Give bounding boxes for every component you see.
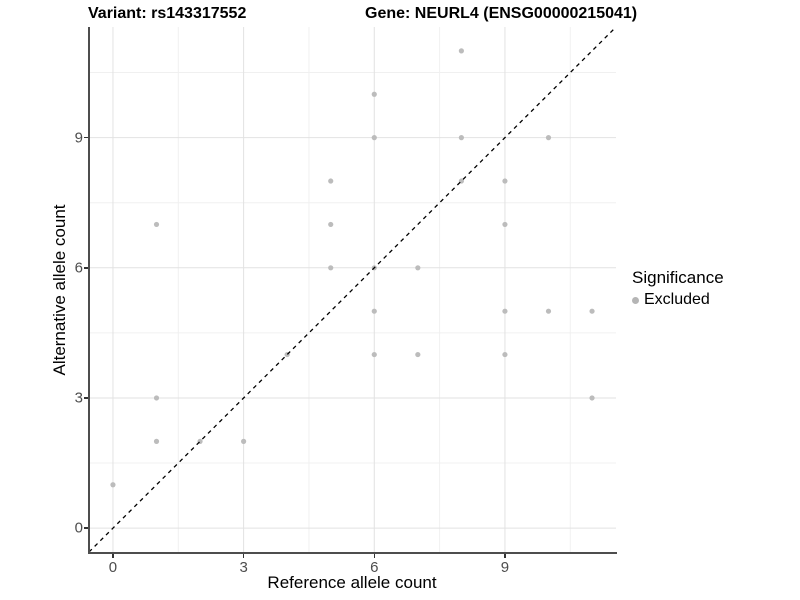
variant-title: Variant: rs143317552: [88, 5, 247, 22]
scatter-point: [502, 308, 508, 314]
gene-title: Gene: NEURL4 (ENSG00000215041): [365, 5, 638, 22]
scatter-point: [415, 351, 421, 358]
scatter-point: [415, 265, 421, 271]
scatter-point: [371, 135, 377, 141]
scatter-point: [371, 308, 377, 314]
tick-mark: [84, 527, 88, 529]
y-axis-line: [88, 27, 90, 553]
x-tick-label-3: 9: [500, 559, 510, 576]
y-axis-title: Alternative allele count: [50, 204, 69, 376]
x-axis-line: [88, 552, 617, 554]
y-tick-label-1: 3: [74, 389, 83, 407]
identity-line: [89, 27, 616, 552]
scatter-point: [153, 221, 160, 228]
scatter-point: [153, 438, 160, 444]
scatter-point: [371, 91, 377, 97]
scatter-point: [458, 48, 464, 54]
scatter-point: [371, 351, 377, 358]
scatter-point: [502, 351, 508, 358]
x-tick-label-2: 6: [370, 559, 379, 576]
x-tick-label-1: 3: [239, 559, 248, 576]
plot-panel: [89, 27, 616, 552]
y-tick-label-3: 9: [74, 129, 83, 147]
legend: Significance Excluded: [632, 268, 724, 309]
scatter-point: [153, 395, 160, 401]
tick-mark: [84, 136, 88, 139]
tick-mark: [84, 267, 88, 269]
y-tick-label-0: 0: [74, 519, 83, 537]
scatter-point: [328, 221, 334, 228]
scatter-point: [328, 265, 334, 271]
legend-item-excluded: Excluded: [632, 291, 724, 309]
tick-mark: [112, 554, 114, 558]
y-tick-label-2: 6: [74, 259, 83, 277]
scatter-point: [502, 221, 508, 228]
scatter-point: [589, 308, 595, 314]
legend-item-label: Excluded: [644, 291, 710, 308]
scatter-point: [502, 178, 508, 184]
plot-area: [89, 27, 616, 552]
scatter-point: [545, 135, 552, 141]
tick-mark: [373, 554, 376, 558]
scatter-point: [328, 178, 334, 184]
scatter-point: [545, 308, 552, 314]
tick-mark: [242, 554, 245, 558]
legend-title: Significance: [632, 268, 724, 287]
scatter-point: [589, 395, 595, 401]
scatter-point: [241, 438, 247, 444]
scatter-point: [458, 135, 464, 141]
scatter-point: [110, 482, 116, 488]
tick-mark: [504, 554, 506, 558]
x-tick-label-0: 0: [108, 559, 118, 576]
tick-mark: [84, 397, 88, 399]
excluded-point-icon: [632, 296, 639, 304]
x-axis-title: Reference allele count: [267, 573, 437, 592]
